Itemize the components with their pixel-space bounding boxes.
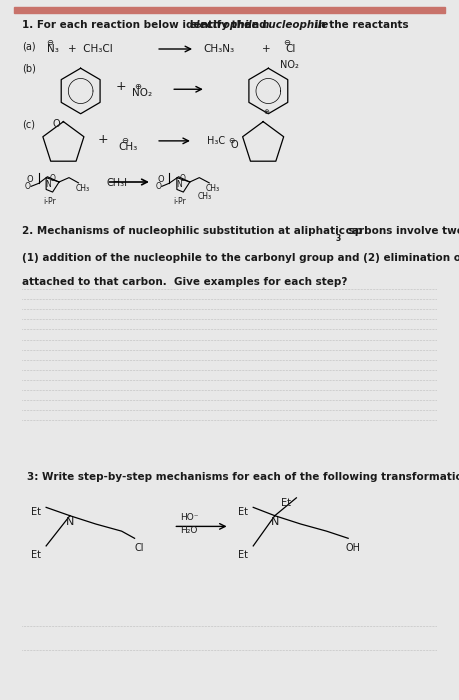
Text: NO₂: NO₂ [280, 60, 299, 70]
Text: CH₃: CH₃ [75, 183, 90, 192]
Text: CH₃: CH₃ [206, 183, 220, 192]
Text: Et: Et [31, 508, 41, 517]
Text: electrophile: electrophile [190, 20, 259, 30]
Text: CH₃I: CH₃I [106, 178, 128, 188]
Text: O: O [180, 174, 186, 183]
Text: NO₂: NO₂ [133, 88, 152, 99]
Text: N: N [66, 517, 74, 527]
Text: i-Pr: i-Pr [43, 197, 56, 206]
Text: Cl: Cl [285, 44, 296, 54]
Text: O: O [157, 176, 164, 184]
Text: Et: Et [238, 508, 248, 517]
Text: (b): (b) [22, 64, 36, 74]
Text: and: and [241, 20, 270, 30]
Text: HO⁻: HO⁻ [180, 513, 198, 522]
Text: +: + [98, 132, 108, 146]
Text: in the reactants: in the reactants [311, 20, 408, 30]
Text: ⊖: ⊖ [283, 38, 291, 47]
Text: O: O [53, 118, 60, 129]
Text: +: + [262, 44, 270, 54]
Text: 3: Write step-by-step mechanisms for each of the following transformations:: 3: Write step-by-step mechanisms for eac… [27, 472, 459, 482]
Text: O: O [27, 176, 34, 184]
Text: ⊕: ⊕ [263, 108, 269, 115]
Text: (a): (a) [22, 41, 36, 51]
Text: N: N [270, 517, 279, 527]
Text: OH: OH [346, 543, 361, 553]
Text: CH₃: CH₃ [118, 141, 137, 152]
Text: O: O [155, 182, 161, 191]
Bar [14, 7, 445, 13]
Text: carbons involve two steps:: carbons involve two steps: [341, 225, 459, 236]
Text: attached to that carbon.  Give examples for each step?: attached to that carbon. Give examples f… [22, 277, 348, 288]
Text: O: O [231, 139, 238, 150]
Text: CH₃: CH₃ [197, 192, 211, 201]
Text: H₂O: H₂O [180, 526, 197, 536]
Text: Cl: Cl [134, 543, 144, 553]
Text: 1. For each reaction below identify the: 1. For each reaction below identify the [22, 20, 255, 30]
Text: Et: Et [31, 550, 41, 560]
Text: +  CH₃Cl: + CH₃Cl [68, 44, 112, 54]
Text: O: O [25, 182, 31, 191]
Text: ⊖: ⊖ [46, 38, 53, 47]
Text: +: + [116, 80, 127, 93]
Text: nucleophile: nucleophile [262, 20, 329, 30]
Text: ⊖: ⊖ [229, 136, 235, 145]
Text: (1) addition of the nucleophile to the carbonyl group and (2) elimination of som: (1) addition of the nucleophile to the c… [22, 253, 459, 263]
Text: ⊖: ⊖ [121, 136, 128, 145]
Text: N: N [45, 180, 51, 189]
Text: CH₃N₃: CH₃N₃ [204, 44, 235, 54]
Text: H₃C: H₃C [207, 136, 225, 146]
Text: N: N [176, 180, 182, 189]
Text: ⊕: ⊕ [134, 83, 141, 91]
Text: O: O [49, 174, 55, 183]
Text: 2. Mechanisms of nucleophilic substitution at aliphatic sp: 2. Mechanisms of nucleophilic substituti… [22, 225, 363, 236]
Text: (c): (c) [22, 120, 35, 130]
Text: N₃: N₃ [47, 44, 59, 54]
Text: Et: Et [238, 550, 248, 560]
Text: i-Pr: i-Pr [173, 197, 186, 206]
Text: 3: 3 [335, 234, 341, 243]
Text: Et: Et [281, 498, 291, 508]
